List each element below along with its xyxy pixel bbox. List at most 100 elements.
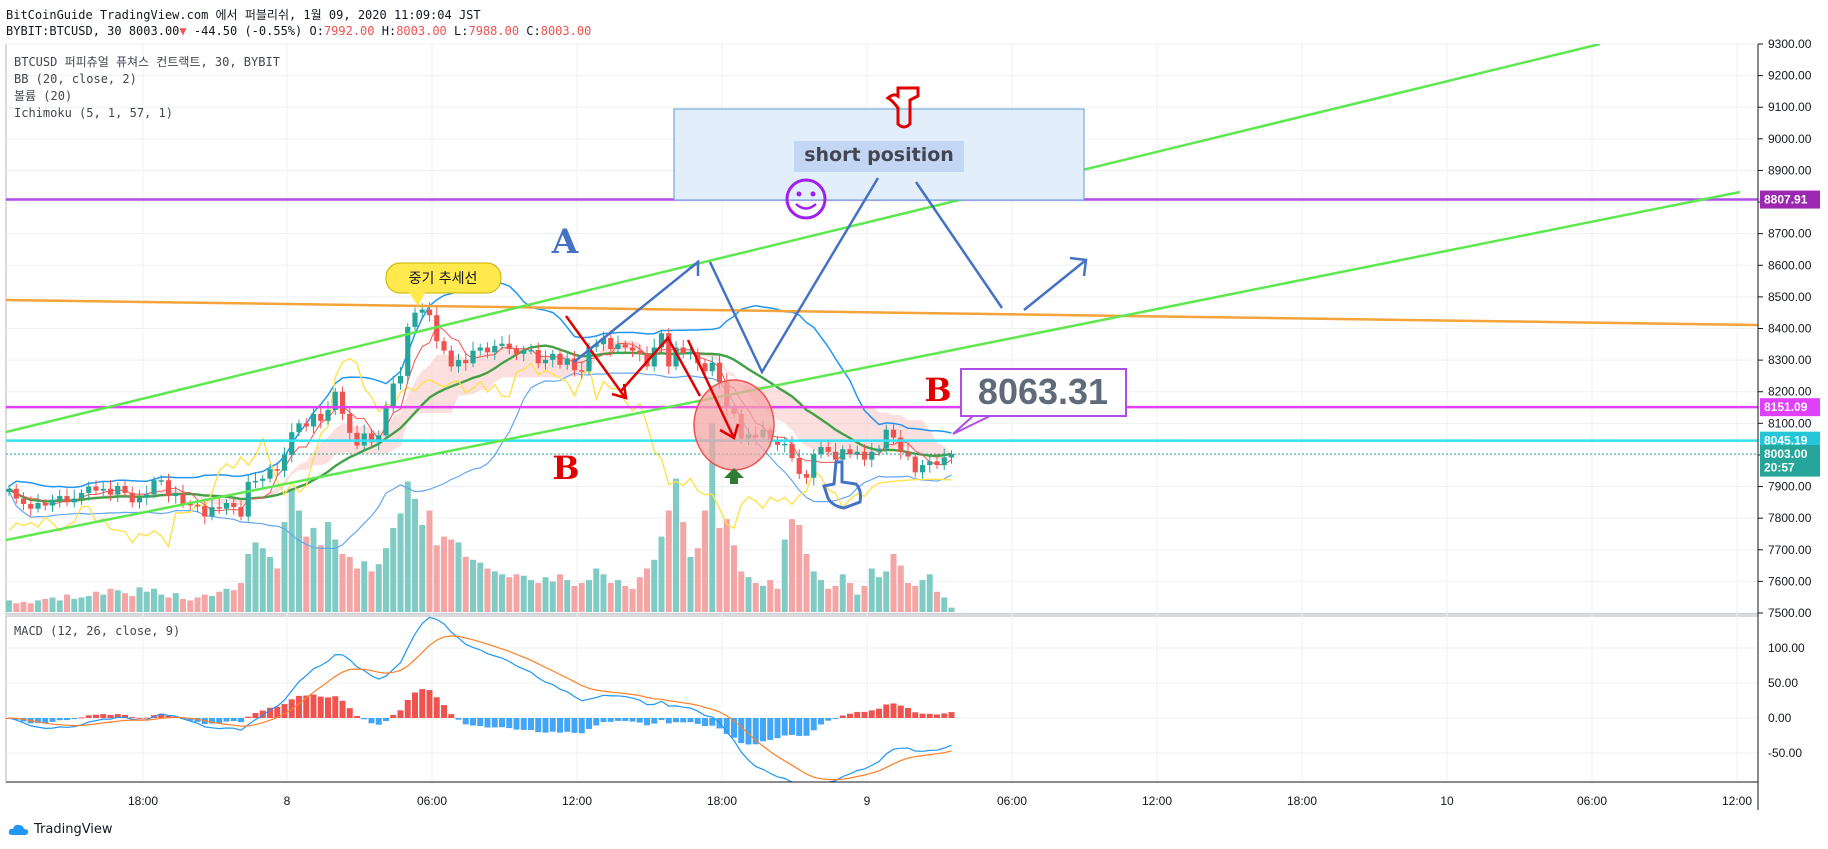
bubble-tail [408,291,426,306]
volume-bar [905,583,911,612]
macd-histogram-bar [926,713,933,718]
macd-histogram-bar [506,718,513,729]
open-label: O: [309,24,324,38]
macd-histogram-bar [629,718,636,722]
legend-volume[interactable]: 볼륨 (20) [14,89,73,103]
volume-bar [448,539,455,612]
cloud-icon [8,824,29,835]
macd-histogram-bar [462,718,469,725]
label-a: A [551,222,579,262]
volume-bar [789,519,795,612]
volume-bar [564,580,571,612]
macd-histogram-bar [905,707,911,718]
annotations: short position A B B 중기 추세선 8063.31 [385,86,1127,510]
candle-body [673,347,679,367]
macd-histogram-bar [912,712,919,718]
candle-body [158,480,164,482]
candle-body [499,343,505,346]
legend-ichimoku[interactable]: Ichimoku (5, 1, 57, 1) [14,106,173,120]
highlight-circle [693,379,775,471]
macd-histogram-bar [209,718,215,724]
volume-bar [876,577,882,612]
macd-histogram-bar [296,695,302,718]
macd-histogram-bar [528,718,534,730]
time-tick-label: 18:00 [707,794,737,808]
upper-channel-line [6,44,1601,434]
macd-histogram-bar [883,704,890,718]
candle-body [122,485,128,493]
candle-body [274,469,280,471]
short-position-label: short position [804,144,954,166]
volume-bar [731,545,737,612]
volume-bar [839,574,846,612]
macd-legend[interactable]: MACD (12, 26, close, 9) [14,624,181,638]
macd-histogram-bar [187,718,194,721]
candle-body [260,478,266,481]
price-tick-label: 8400.00 [1768,322,1812,336]
volume-bar [71,598,78,612]
candle-body [637,350,643,354]
volume-bar [651,559,658,612]
candle-body [666,333,672,367]
red-zigzag [619,335,702,397]
volume-bar [114,590,121,612]
volume-bar [578,583,585,612]
candle-body [934,461,940,466]
macd-histogram-bar [114,714,121,718]
macd-histogram-bar [745,718,752,745]
volume-bar [542,577,549,612]
volume-bar [716,527,723,612]
candle-body [194,504,201,507]
macd-histogram-bar [85,715,92,718]
ichimoku-cloud-area [9,340,952,506]
signal-line [8,635,952,781]
candle-body [187,503,193,506]
lower-channel-line [6,190,1741,542]
volume-bar [571,585,578,612]
candle-body [861,451,868,460]
legend-bb[interactable]: BB (20, close, 2) [14,72,137,86]
down-arrow-icon: ▼ [179,24,187,38]
high-value: 8003.00 [396,24,447,38]
candle-body [49,499,56,506]
axes: 9300.009200.009100.009000.008900.008800.… [6,37,1820,810]
macd-histogram-bar [810,718,817,731]
volume-bar [919,580,926,612]
macd-line [8,616,952,782]
candle-body [267,469,273,479]
blue-arrow-4 [1023,259,1087,311]
candle-body [484,347,491,353]
close-label: C: [526,24,541,38]
macd-histogram-bar [535,718,542,733]
volume-bar [346,556,353,612]
time-tick-label: 18:00 [128,794,158,808]
macd-histogram-bar [484,718,491,728]
volume-bar [35,600,41,612]
tradingview-footer[interactable]: TradingView [8,822,113,837]
label-b-right: B [924,371,951,409]
volume-bar [158,594,165,612]
candle-body [144,494,150,498]
ichimoku-lagging-line [8,357,952,549]
macd-histogram-bar [375,718,382,725]
volume-bar [818,580,824,612]
volume-bar [383,548,389,612]
macd-histogram-bar [448,714,455,718]
macd-histogram-bar [433,697,440,718]
volume-bar [941,597,948,612]
smiley-eye [810,191,816,197]
legend-symbol[interactable]: BTCUSD 퍼피츄얼 퓨쳐스 컨트랙트, 30, BYBIT [14,55,280,69]
candle-body [477,347,483,351]
red-arrow-2 [686,339,735,437]
macd-histogram-bar [680,718,687,723]
candle-body [93,486,99,491]
candle-body [368,433,375,443]
volume-bar [6,600,12,612]
candle-body [448,350,454,367]
volume-bar [390,527,397,612]
blue-arrow-1 [573,261,699,363]
candle-body [927,461,933,466]
macd-histogram-bar [948,712,955,718]
volume-bar [549,581,556,612]
